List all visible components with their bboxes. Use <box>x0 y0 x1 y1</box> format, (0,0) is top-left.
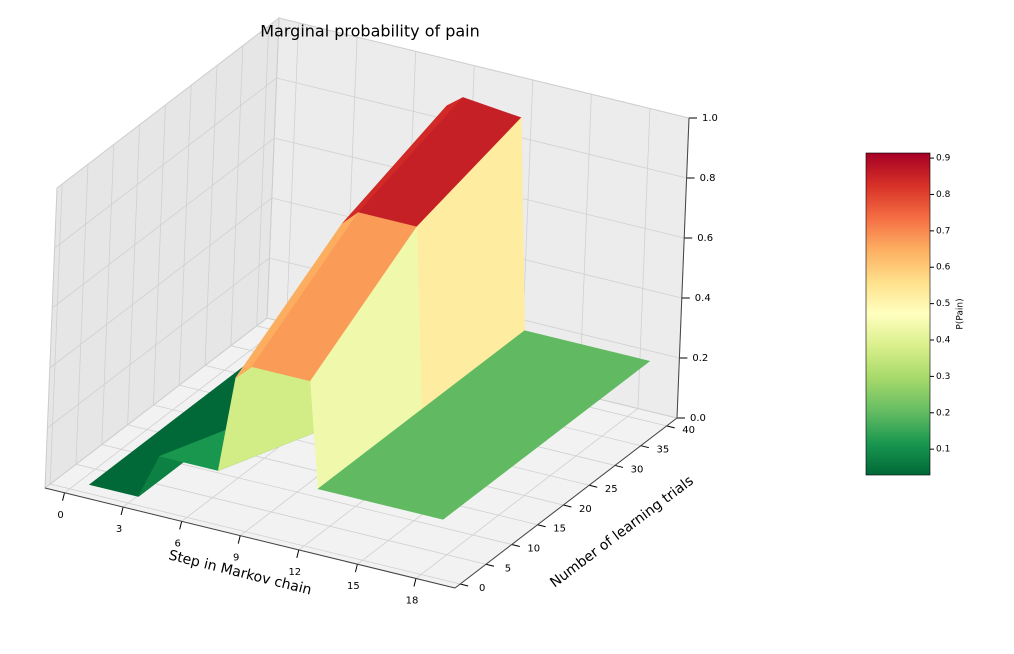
y-tick <box>511 544 520 547</box>
y-tick <box>460 583 469 587</box>
x-tick <box>296 549 300 559</box>
x-tick-label: 9 <box>233 553 239 564</box>
chart-title: Marginal probability of pain <box>260 22 480 41</box>
x-tick <box>413 578 417 587</box>
z-grid-line <box>49 197 682 369</box>
z-tick-label: 0.2 <box>692 353 708 364</box>
x-tick-label: 3 <box>116 524 122 535</box>
x-tick-label: 18 <box>406 595 419 606</box>
z-grid-line <box>54 77 687 249</box>
y-tick-label: 25 <box>605 484 618 495</box>
z-axis-line <box>676 117 690 419</box>
colorbar-tick-label: 0.8 <box>936 190 951 200</box>
y-tick-label: 30 <box>631 464 644 475</box>
colorbar-tick-label: 0.2 <box>936 408 950 418</box>
y-axis-line <box>454 417 678 589</box>
y-tick-label: 10 <box>527 544 540 555</box>
x-tick <box>62 492 66 501</box>
x-tick-label: 6 <box>174 538 180 549</box>
colorbar-tick-label: 0.6 <box>936 263 951 273</box>
y-tick-label: 5 <box>505 563 511 574</box>
x-tick <box>237 535 241 544</box>
y-tick-label: 35 <box>656 445 669 456</box>
y-tick-label: 0 <box>479 583 485 594</box>
colorbar-tick-label: 0.1 <box>936 445 950 455</box>
colorbar-tick-label: 0.4 <box>936 336 951 346</box>
x-tick-label: 12 <box>288 567 301 578</box>
z-tick-label: 0.4 <box>695 293 711 304</box>
x-tick <box>354 564 358 573</box>
z-tick-label: 0.0 <box>690 413 706 424</box>
z-tick-label: 0.8 <box>700 173 716 184</box>
colorbar-tick-label: 0.5 <box>936 299 950 309</box>
colorbar-tick-label: 0.3 <box>936 372 950 382</box>
colorbar-tick-label: 0.9 <box>936 154 951 164</box>
x-axis-line <box>44 487 456 589</box>
z-grid-line <box>51 137 685 309</box>
z-tick-label: 0.6 <box>697 233 713 244</box>
y-tick <box>537 524 546 528</box>
y-tick <box>589 484 598 488</box>
colorbar-tick-label: 0.7 <box>936 226 950 236</box>
y-tick <box>563 504 572 508</box>
y-tick <box>614 464 624 468</box>
x-tick <box>120 506 124 516</box>
colorbar <box>865 152 931 476</box>
y-tick-label: 40 <box>682 425 695 436</box>
y-tick <box>640 445 649 449</box>
x-tick-label: 15 <box>347 581 360 592</box>
y-tick-label: 15 <box>553 524 566 535</box>
z-grid-line <box>47 257 680 429</box>
x-tick <box>179 521 183 530</box>
z-tick-label: 1.0 <box>702 113 718 124</box>
y-tick-label: 20 <box>579 504 592 515</box>
y-tick <box>666 425 675 429</box>
z-grid-line <box>56 17 690 189</box>
surface-face <box>432 437 547 520</box>
x-tick-label: 0 <box>57 510 63 521</box>
surface <box>88 97 651 520</box>
colorbar-label: P(Pain) <box>956 298 966 329</box>
y-tick <box>485 563 495 567</box>
